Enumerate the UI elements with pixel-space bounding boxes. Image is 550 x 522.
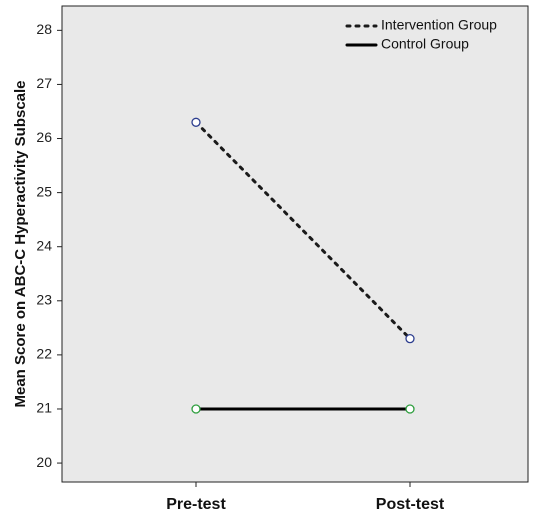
y-tick-label: 20 xyxy=(36,454,52,470)
y-axis-label: Mean Score on ABC-C Hyperactivity Subsca… xyxy=(12,80,29,407)
y-tick-label: 24 xyxy=(36,237,52,253)
x-axis: Pre-test Post-test xyxy=(166,482,445,513)
x-tick-label: Post-test xyxy=(376,496,445,513)
y-tick-label: 25 xyxy=(36,183,52,199)
series-layer xyxy=(191,117,415,414)
data-point xyxy=(191,404,201,414)
x-tick-label: Pre-test xyxy=(166,496,226,513)
y-tick-label: 28 xyxy=(36,21,52,37)
legend: Intervention Group Control Group xyxy=(345,17,497,52)
y-axis: 20 21 22 23 24 25 26 27 28 xyxy=(36,21,62,470)
data-point xyxy=(191,117,201,127)
y-tick-label: 26 xyxy=(36,129,52,145)
series-line-1 xyxy=(194,120,412,341)
data-point xyxy=(405,334,415,344)
y-tick-label: 21 xyxy=(36,400,52,416)
legend-label: Control Group xyxy=(381,36,469,52)
y-tick-label: 23 xyxy=(36,291,52,307)
y-tick-label: 22 xyxy=(36,346,52,362)
legend-label: Intervention Group xyxy=(381,17,497,33)
data-point xyxy=(405,404,415,414)
plot-area xyxy=(61,5,529,483)
y-tick-label: 27 xyxy=(36,75,52,91)
